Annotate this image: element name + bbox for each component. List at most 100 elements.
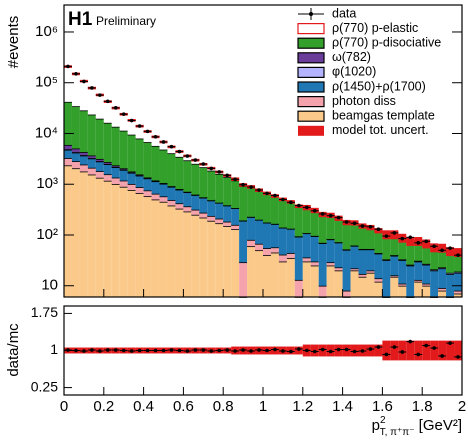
data-point [217,170,222,174]
stack-bar [231,224,240,230]
stack-bar [398,260,407,284]
stack-bar [374,278,383,282]
stack-bar [64,165,72,297]
stack-bar [79,164,88,172]
data-point [448,246,452,250]
stack-bar [446,251,455,273]
ratio-point [376,345,381,349]
stack-bar [87,88,96,115]
data-point [177,149,182,154]
stack-bar [231,180,240,209]
stack-bar [79,171,88,297]
stack-bar [398,238,407,260]
uncert-band [422,239,431,249]
ratio-point [169,348,174,352]
ratio-point [185,349,190,353]
ratio-uncert-band [374,344,383,357]
stack-bar [263,194,271,223]
stack-bar [438,248,447,268]
ratio-point [105,348,110,352]
data-point [201,162,206,166]
stack-bar [358,249,367,275]
stack-bar [390,276,399,297]
ratio-point [193,348,198,352]
data-point [105,99,110,104]
stack-bar [183,192,192,207]
stack-bar [95,171,104,178]
data-point [416,241,421,245]
stack-bar [374,281,383,297]
ratio-point [344,347,349,352]
legend-label: ρ(1450)+ρ(1700) [332,79,426,93]
stack-bar [406,241,415,265]
stack-bar [71,152,80,162]
data-point [336,215,341,220]
ratio-point [328,349,333,354]
data-point [400,236,405,241]
stack-bar [438,268,447,289]
uncert-band [454,248,462,258]
stack-bar [318,285,327,297]
x-tick-label: 0.8 [213,398,234,415]
x-label-base: p [372,417,380,434]
ratio-point [233,349,237,353]
x-tick-label: 1 [259,398,267,415]
stack-bar [294,236,303,280]
ratio-point [98,349,102,353]
stack-bar [239,262,248,297]
stack-bar [111,108,120,127]
stack-bar [64,144,72,150]
data-point [145,129,150,134]
stack-bar [454,252,462,272]
stack-bar [215,202,224,219]
ratio-uncert-band [414,340,423,361]
ratio-point [145,348,150,353]
stack-bar [302,208,311,234]
data-point [225,173,229,178]
stack-bar [175,189,184,204]
stack-bar [270,223,279,248]
stack-bar [414,281,423,297]
stack-bar [286,202,295,229]
y-tick-label: 10² [36,226,58,243]
stack-bar [167,153,176,187]
ratio-uncert-band [454,340,462,361]
ratio-uncert-band [390,340,399,361]
stack-bar [255,219,263,244]
data-point [129,118,134,123]
ratio-point [352,349,357,354]
stack-bar [143,196,152,297]
stack-bar [342,223,351,250]
data-point [289,200,293,205]
ratio-point [113,348,118,352]
uncert-band [406,237,415,246]
stack-bar [223,226,232,297]
y-tick-label: 10³ [36,175,58,192]
stack-bar [167,186,176,201]
stack-bar [398,285,407,297]
subtitle: Preliminary [96,14,156,28]
stack-bar [87,114,96,156]
stack-bar [135,126,144,139]
stack-bar [270,196,279,224]
ratio-point [74,348,78,353]
stack-bar [127,189,136,297]
ratio-point [432,346,436,350]
stack-bar [310,236,319,262]
stack-bar [191,209,200,215]
stack-bar [175,203,184,209]
stack-bar [422,264,431,284]
legend-label: photon diss [332,94,396,108]
stack-bar [79,155,88,165]
ratio-point [121,348,126,353]
legend-label: beamgas template [332,108,435,122]
ratio-point [368,347,373,351]
stack-bar [350,270,359,297]
stack-bar [87,158,96,168]
stack-bar [71,148,80,153]
stack-bar [103,162,112,164]
stack-bar [358,276,367,297]
stack-bar [438,290,447,297]
stack-bar [167,200,176,206]
